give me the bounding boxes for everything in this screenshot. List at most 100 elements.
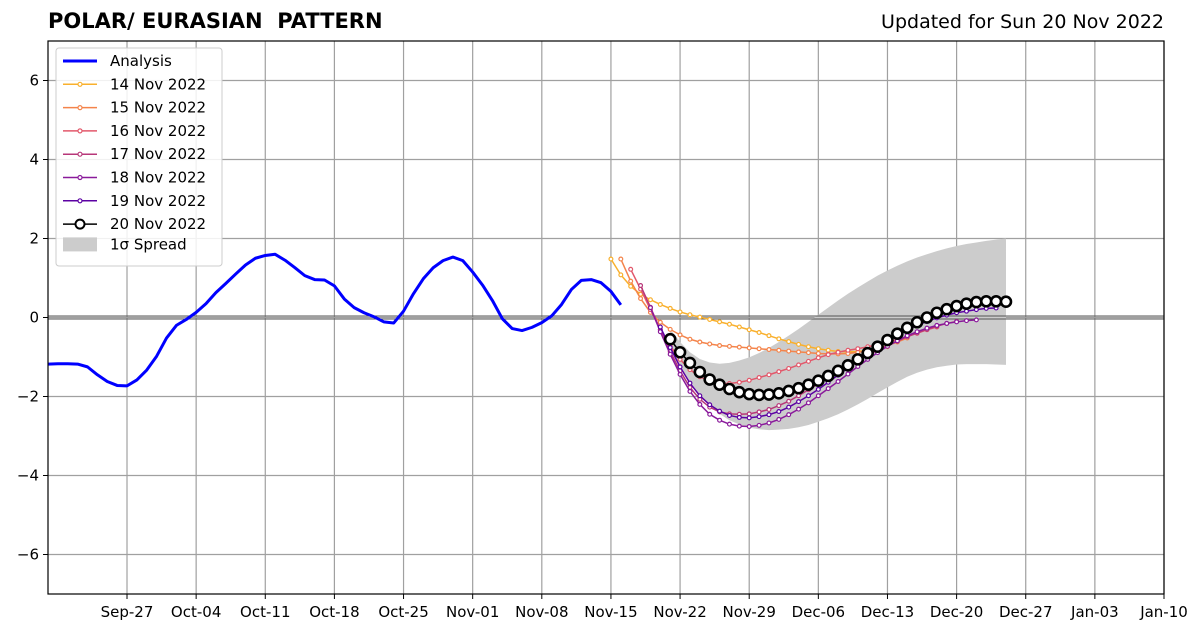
y-tick-label: 0 [29, 309, 39, 327]
x-tick-label: Dec-27 [999, 603, 1053, 621]
forecast-point [815, 346, 821, 352]
forecast-point [736, 423, 742, 429]
x-tick-label: Nov-29 [723, 603, 776, 621]
x-tick-label: Sep-27 [101, 603, 154, 621]
forecast-point [697, 401, 703, 407]
forecast-point [960, 297, 973, 310]
y-tick-label: −4 [17, 467, 39, 485]
forecast-point [717, 343, 723, 349]
legend-box [55, 47, 223, 267]
analysis-line [48, 252, 623, 388]
forecast-point [881, 333, 894, 347]
forecast-point [677, 309, 683, 315]
forecast-point [756, 375, 762, 381]
forecast-point [812, 374, 825, 388]
forecast-point [742, 387, 756, 401]
forecast-point [756, 422, 762, 428]
forecast-point [667, 351, 673, 357]
forecast-point [703, 373, 716, 386]
legend-swatch [63, 237, 97, 252]
forecast-point [776, 416, 782, 422]
legend-label: 14 Nov 2022 [110, 75, 206, 93]
forecast-point [707, 341, 713, 347]
legend-marker [77, 151, 83, 157]
forecast-point [835, 378, 841, 384]
forecast-point [805, 344, 811, 350]
forecast-point [746, 377, 752, 383]
forecast-point [756, 409, 762, 415]
forecast-point [989, 295, 1003, 308]
forecast-point [796, 349, 802, 355]
forecast-point [831, 364, 845, 378]
forecast-point [835, 349, 841, 355]
legend-label: 20 Nov 2022 [110, 215, 206, 233]
forecast-point [746, 415, 752, 421]
forecast-point [805, 350, 811, 356]
forecast-point [677, 364, 683, 370]
x-tick-label: Jan-03 [1070, 603, 1119, 621]
forecast-point [973, 317, 979, 323]
forecast-point [717, 319, 723, 325]
x-tick-label: Oct-04 [171, 603, 221, 621]
forecast-point [717, 408, 723, 414]
forecast-point [746, 411, 752, 417]
forecast-point [871, 340, 884, 354]
forecast-point [786, 348, 792, 354]
legend-marker [77, 81, 83, 87]
forecast-point [786, 404, 792, 410]
forecast-point [618, 256, 624, 262]
legend-marker [77, 128, 83, 134]
forecast-point [687, 336, 693, 342]
legend-label: Analysis [110, 52, 172, 70]
forecast-point [776, 347, 782, 353]
forecast-point [736, 344, 742, 350]
forecast-point [628, 266, 634, 272]
forecast-point [805, 358, 811, 364]
forecast-line [649, 307, 977, 428]
forecast-point [756, 414, 762, 420]
forecast-point [782, 384, 796, 398]
forecast-point [667, 305, 673, 311]
forecast-point [657, 324, 663, 330]
spread-band [670, 238, 1006, 431]
forecast-point [772, 387, 786, 400]
forecast-point [736, 324, 742, 330]
forecast-point [628, 283, 634, 289]
forecast-point [815, 350, 821, 356]
forecast-point [697, 339, 703, 345]
forecast-point [608, 256, 614, 262]
x-tick-label: Oct-11 [240, 603, 290, 621]
forecast-point [920, 311, 934, 324]
forecast-point [673, 345, 687, 359]
forecast-point [861, 346, 875, 360]
forecast-point [934, 322, 940, 328]
x-tick-label: Dec-20 [930, 603, 984, 621]
forecast-point [746, 424, 752, 430]
forecast-point [766, 372, 772, 378]
legend-marker [77, 198, 83, 204]
forecast-point [647, 305, 653, 311]
legend-label: 18 Nov 2022 [110, 169, 206, 187]
forecast-point [687, 388, 693, 394]
forecast-point [786, 398, 792, 404]
forecast-point [726, 412, 732, 418]
forecast-point [707, 402, 713, 408]
forecast-point [776, 336, 782, 342]
forecast-point [733, 385, 746, 399]
forecast-point [693, 365, 707, 379]
forecast-point [618, 272, 624, 278]
forecast-point [697, 314, 703, 320]
forecast-point [697, 393, 703, 399]
forecast-point [707, 411, 713, 417]
forecast-point [802, 378, 815, 391]
forecast-point [746, 327, 752, 333]
forecast-point [786, 365, 792, 371]
forecast-point [845, 347, 851, 353]
y-tick-label: 2 [29, 230, 39, 248]
forecast-point [805, 400, 811, 406]
forecast-point [687, 312, 693, 318]
x-tick-label: Nov-08 [515, 603, 568, 621]
chart-title: POLAR/ EURASIAN PATTERN [48, 9, 383, 33]
forecast-point [796, 406, 802, 412]
forecast-point [954, 319, 960, 325]
